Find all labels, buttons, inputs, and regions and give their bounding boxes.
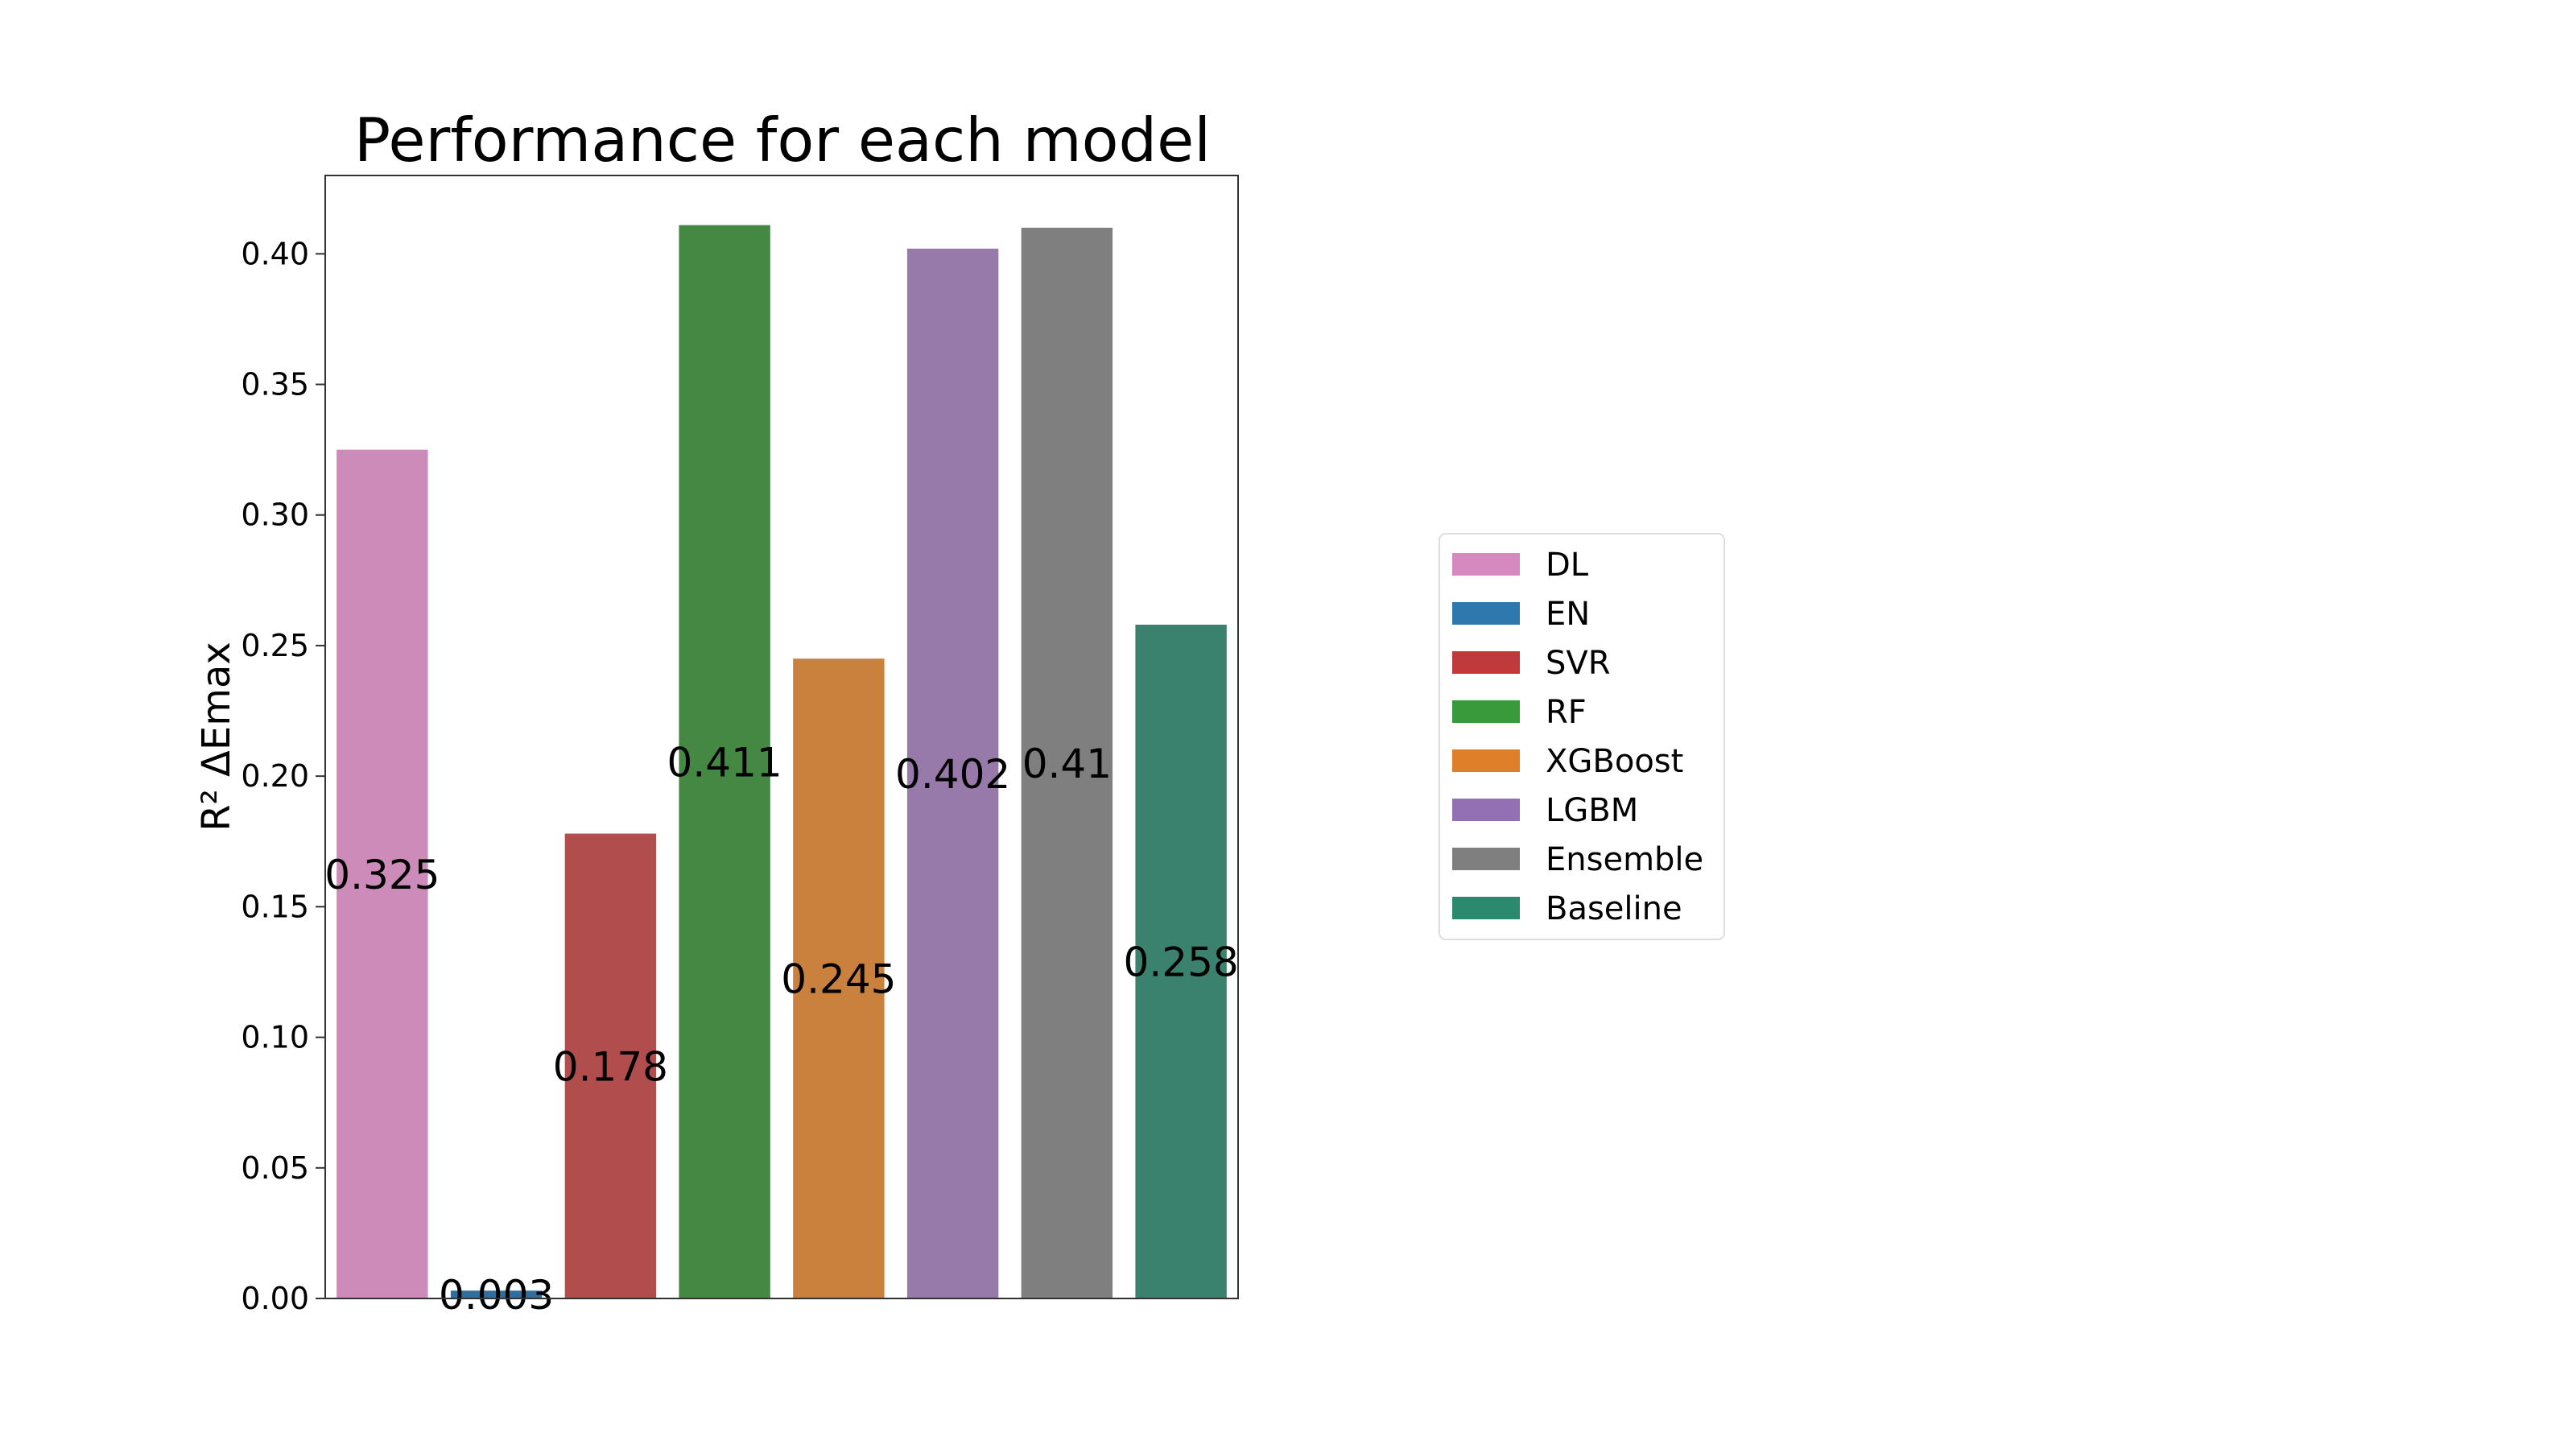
legend-swatch-baseline (1452, 897, 1520, 919)
bar-svr (564, 833, 657, 1298)
data-label-svr: 0.178 (553, 1043, 668, 1090)
legend-swatch-xgboost (1452, 749, 1520, 772)
bar-lgbm (906, 248, 999, 1299)
y-tick-label: 0.05 (241, 1150, 309, 1186)
legend-swatch-lgbm (1452, 799, 1520, 821)
data-label-baseline: 0.258 (1124, 939, 1239, 986)
bar-xgboost (793, 658, 885, 1298)
legend-label-dl: DL (1546, 547, 1589, 584)
plot-frame (324, 175, 1239, 1299)
legend-box (1439, 533, 1725, 940)
data-label-en: 0.003 (439, 1272, 554, 1319)
legend-swatch-svr (1452, 651, 1520, 674)
data-label-ensemble: 0.41 (1022, 741, 1112, 787)
data-labels: 0.325 0.003 0.178 0.411 0.245 0.402 0.41 0.258 (324, 739, 1238, 1319)
legend-label-svr: SVR (1546, 645, 1611, 682)
legend-label-baseline: Baseline (1546, 890, 1682, 927)
y-tick-label: 0.15 (241, 889, 309, 924)
data-label-rf: 0.411 (667, 739, 782, 786)
y-axis-label: R² ΔEmax (194, 642, 239, 832)
legend-swatch-ensemble (1452, 848, 1520, 870)
y-tick-label: 0.25 (241, 628, 309, 663)
bars (336, 225, 1227, 1299)
legend-label-rf: RF (1546, 694, 1587, 731)
legend-label-xgboost: XGBoost (1546, 743, 1683, 780)
legend: DL EN SVR RF XGBoost LGBM Ensemble Baseline (1439, 533, 1725, 940)
legend-swatch-en (1452, 602, 1520, 625)
data-label-xgboost: 0.245 (781, 956, 896, 1003)
bar-baseline (1135, 625, 1227, 1298)
data-label-dl: 0.325 (324, 852, 440, 898)
y-tick-label: 0.40 (241, 236, 309, 271)
y-tick-label: 0.10 (241, 1020, 309, 1055)
legend-label-ensemble: Ensemble (1546, 841, 1703, 878)
y-tick-label: 0.00 (241, 1281, 309, 1316)
data-label-lgbm: 0.402 (895, 751, 1010, 798)
bar-dl (336, 449, 428, 1298)
legend-swatch-dl (1452, 553, 1520, 576)
legend-label-en: EN (1546, 596, 1590, 633)
y-tick-label: 0.35 (241, 367, 309, 402)
y-tick-label: 0.20 (241, 758, 309, 794)
bar-en (450, 1290, 543, 1298)
y-axis-ticks: 0.00 0.05 0.10 0.15 0.20 0.25 0.30 0.35 0.40 (241, 236, 325, 1316)
y-tick-label: 0.30 (241, 497, 309, 533)
bar-ensemble (1021, 227, 1113, 1298)
legend-swatch-rf (1452, 700, 1520, 723)
chart-title: Performance for each model (354, 105, 1211, 175)
legend-label-lgbm: LGBM (1546, 792, 1638, 829)
bar-rf (679, 225, 770, 1298)
